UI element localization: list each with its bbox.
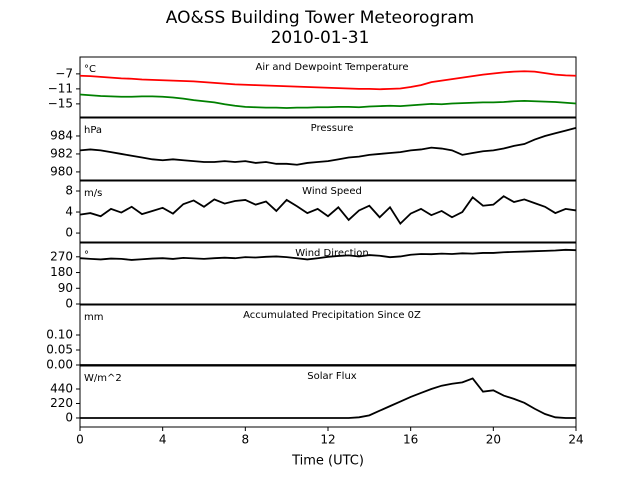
panel-frame bbox=[79, 242, 577, 305]
y-tick-label: 0 bbox=[65, 410, 73, 424]
y-tick-label: 0.10 bbox=[46, 328, 73, 342]
x-tick-label: 8 bbox=[242, 433, 250, 447]
y-tick-label: 0 bbox=[65, 297, 73, 311]
panel-title: Air and Dewpoint Temperature bbox=[256, 62, 409, 73]
panel-title: Solar Flux bbox=[307, 371, 357, 382]
unit-label: mm bbox=[84, 312, 103, 323]
y-tick-label: 980 bbox=[50, 164, 73, 178]
x-tick-label: 12 bbox=[320, 433, 335, 447]
x-tick-label: 16 bbox=[403, 433, 418, 447]
y-tick-label: −15 bbox=[48, 96, 73, 110]
y-tick-label: 0.05 bbox=[46, 343, 73, 357]
unit-label: hPa bbox=[84, 125, 102, 136]
panel-frame bbox=[79, 117, 577, 181]
figure-title: AO&SS Building Tower Meteorogram bbox=[166, 8, 474, 28]
unit-label: ° bbox=[84, 250, 89, 261]
x-tick-label: 24 bbox=[568, 433, 583, 447]
x-axis-label: Time (UTC) bbox=[291, 454, 364, 469]
y-tick-label: 440 bbox=[50, 381, 73, 395]
panel-title: Wind Speed bbox=[302, 186, 362, 197]
data-line bbox=[79, 70, 577, 91]
x-tick-label: 0 bbox=[76, 433, 84, 447]
figure-subtitle: 2010-01-31 bbox=[271, 28, 370, 48]
data-line bbox=[79, 195, 577, 226]
panel-title: Accumulated Precipitation Since 0Z bbox=[243, 310, 421, 321]
y-tick-label: 220 bbox=[50, 396, 73, 410]
y-tick-label: −7 bbox=[55, 66, 73, 80]
y-tick-label: 270 bbox=[50, 249, 73, 263]
data-line bbox=[79, 248, 577, 261]
panel-frame bbox=[79, 56, 577, 118]
panel-title: Pressure bbox=[311, 123, 354, 134]
y-tick-label: 0.00 bbox=[46, 358, 73, 372]
data-line bbox=[79, 93, 577, 109]
panel-title: Wind Direction bbox=[295, 248, 369, 259]
y-tick-label: 90 bbox=[58, 281, 73, 295]
unit-label: W/m^2 bbox=[84, 373, 122, 384]
unit-label: °C bbox=[84, 64, 96, 75]
data-line bbox=[80, 377, 576, 419]
y-tick-label: 180 bbox=[50, 265, 73, 279]
x-tick-label: 4 bbox=[159, 433, 167, 447]
y-tick-label: 4 bbox=[65, 205, 73, 219]
unit-label: m/s bbox=[84, 188, 102, 199]
y-tick-label: 8 bbox=[65, 183, 73, 197]
y-tick-label: 982 bbox=[50, 146, 73, 160]
panel-frame bbox=[79, 180, 577, 243]
y-tick-label: 984 bbox=[50, 128, 73, 142]
y-tick-label: 0 bbox=[65, 226, 73, 240]
x-tick-label: 20 bbox=[486, 433, 501, 447]
data-line bbox=[79, 127, 577, 166]
y-tick-label: −11 bbox=[48, 81, 73, 95]
